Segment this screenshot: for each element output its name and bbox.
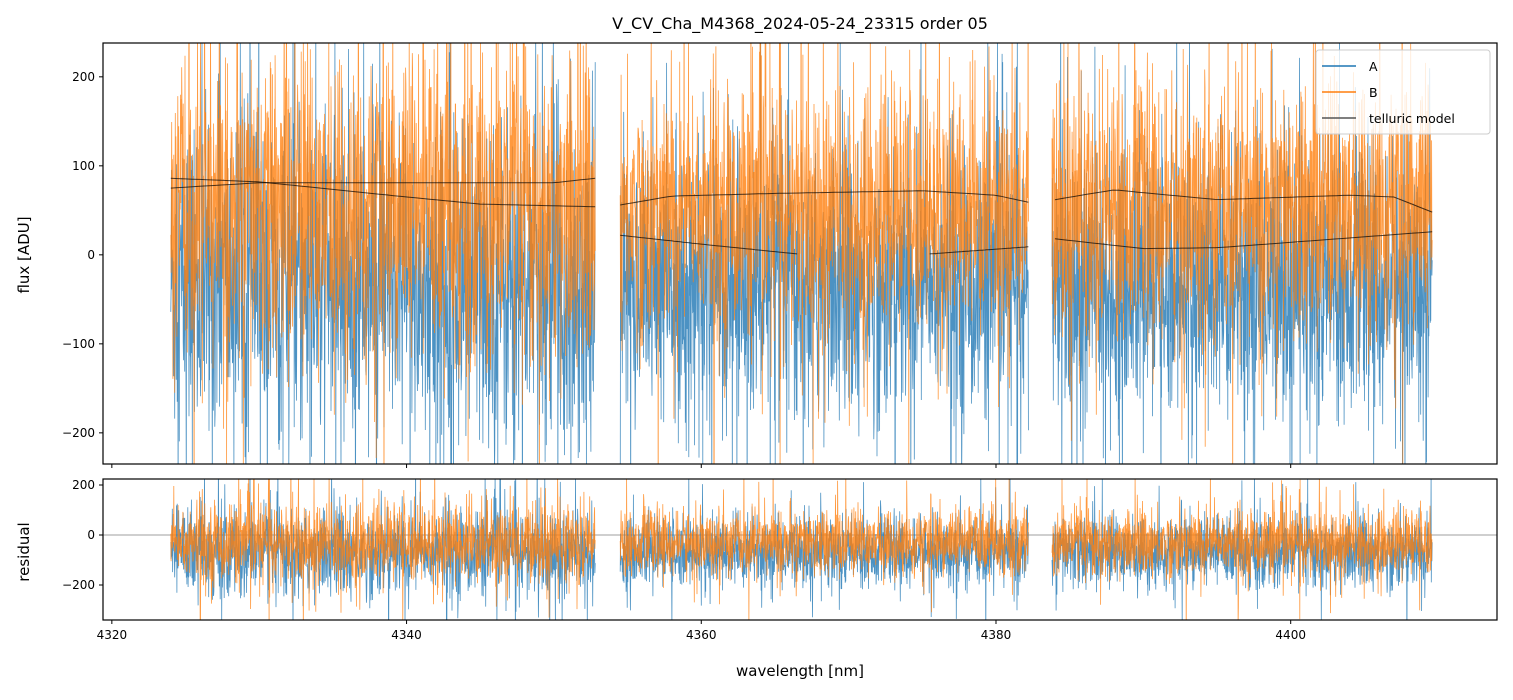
y-axis-label-flux: flux [ADU] <box>15 216 33 293</box>
y-tick-label: 0 <box>87 528 95 542</box>
residual-axes-frame <box>102 478 1498 621</box>
telluric-model-curve-4 <box>620 234 798 255</box>
series-b-segment-1 <box>170 43 596 464</box>
series-b-segment-2 <box>619 479 1029 620</box>
top-plot-area <box>170 43 1433 464</box>
telluric-model-curve-5 <box>929 246 1029 255</box>
x-axis-label: wavelength [nm] <box>736 662 864 680</box>
residual-plot-area <box>103 479 1497 620</box>
y-tick-label: 100 <box>72 159 95 173</box>
residual-panel: 4320 4340 4360 4380 4400 −200 0 200 <box>62 478 1498 642</box>
y-tick-label: −200 <box>62 426 95 440</box>
top-panel: −200 −100 0 100 200 <box>62 42 1498 468</box>
series-b-segment-3 <box>1051 479 1433 620</box>
legend: A B telluric model <box>1315 49 1491 135</box>
telluric-model-curve-6 <box>1054 189 1433 213</box>
x-tick-label: 4400 <box>1275 628 1306 642</box>
telluric-model-curve-1 <box>170 177 596 208</box>
legend-label-b: B <box>1369 85 1378 100</box>
chart-title: V_CV_Cha_M4368_2024-05-24_23315 order 05 <box>612 14 988 34</box>
x-tick-label: 4320 <box>97 628 128 642</box>
y-tick-label: 200 <box>72 70 95 84</box>
y-tick-label: 200 <box>72 478 95 492</box>
y-axis-label-residual: residual <box>15 522 33 581</box>
legend-label-a: A <box>1369 59 1378 74</box>
telluric-model-curve-2 <box>170 177 596 189</box>
series-b-segment-1 <box>170 479 596 620</box>
x-tick-label: 4360 <box>686 628 717 642</box>
x-tick-label: 4380 <box>981 628 1012 642</box>
telluric-model-curve-3 <box>620 190 1029 206</box>
telluric-model-curve-7 <box>1054 231 1433 250</box>
top-axes-frame <box>102 42 1498 465</box>
y-tick-label: −100 <box>62 337 95 351</box>
series-b-segment-3 <box>1051 43 1433 464</box>
y-tick-label: −200 <box>62 578 95 592</box>
y-tick-label: 0 <box>87 248 95 262</box>
series-a-segment-2 <box>619 43 1029 464</box>
x-tick-label: 4340 <box>391 628 422 642</box>
legend-label-telluric: telluric model <box>1369 111 1455 126</box>
